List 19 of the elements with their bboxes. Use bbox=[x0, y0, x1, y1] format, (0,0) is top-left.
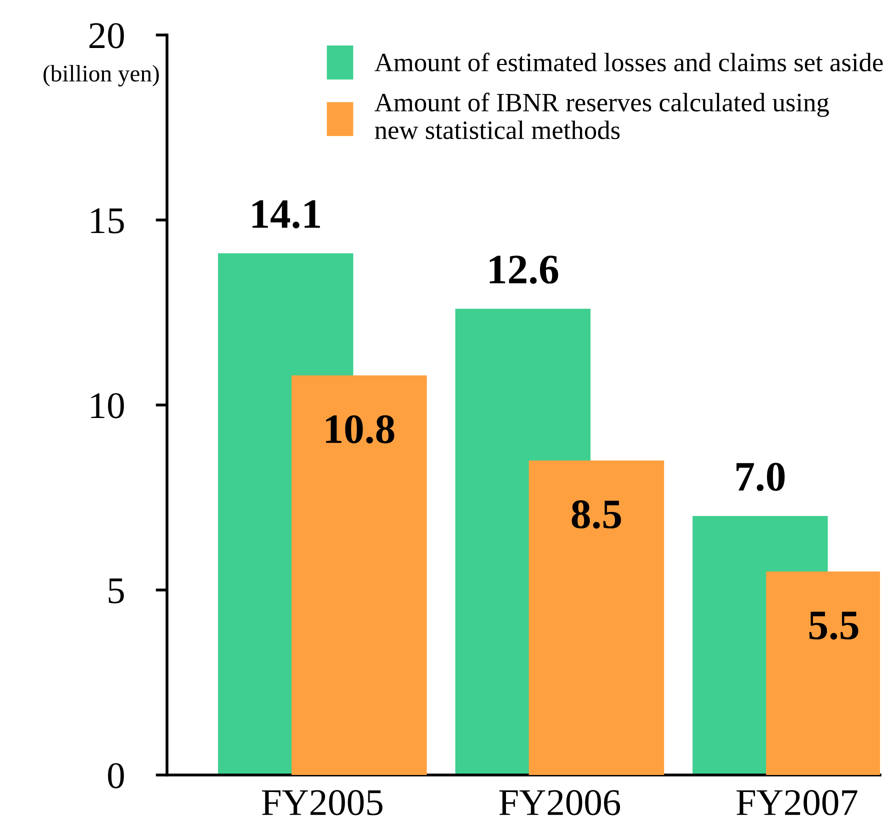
data-label: 8.5 bbox=[572, 500, 621, 529]
y-tick-label: 15 bbox=[91, 208, 124, 234]
data-label: 5.5 bbox=[809, 612, 858, 640]
data-label: 7.0 bbox=[736, 462, 785, 492]
bar bbox=[292, 375, 427, 775]
y-axis-title: (billion yen) bbox=[44, 64, 159, 86]
bar bbox=[528, 460, 664, 775]
y-tick-label: 0 bbox=[108, 763, 124, 788]
y-tick-label: 20 bbox=[89, 23, 124, 48]
legend-label: Amount of IBNR reserves calculated using new statistical methods bbox=[374, 92, 829, 140]
legend-label: Amount of estimated losses and claims set aside bbox=[374, 52, 883, 72]
data-label: 14.1 bbox=[252, 200, 320, 228]
data-label: 10.8 bbox=[326, 415, 394, 444]
x-tick-label: FY2005 bbox=[262, 790, 382, 816]
data-label: 12.6 bbox=[490, 256, 558, 284]
y-tick-label: 10 bbox=[91, 393, 124, 418]
x-tick-label: FY2006 bbox=[499, 790, 620, 816]
y-tick-label: 5 bbox=[108, 578, 124, 604]
x-tick-label: FY2007 bbox=[736, 790, 858, 816]
